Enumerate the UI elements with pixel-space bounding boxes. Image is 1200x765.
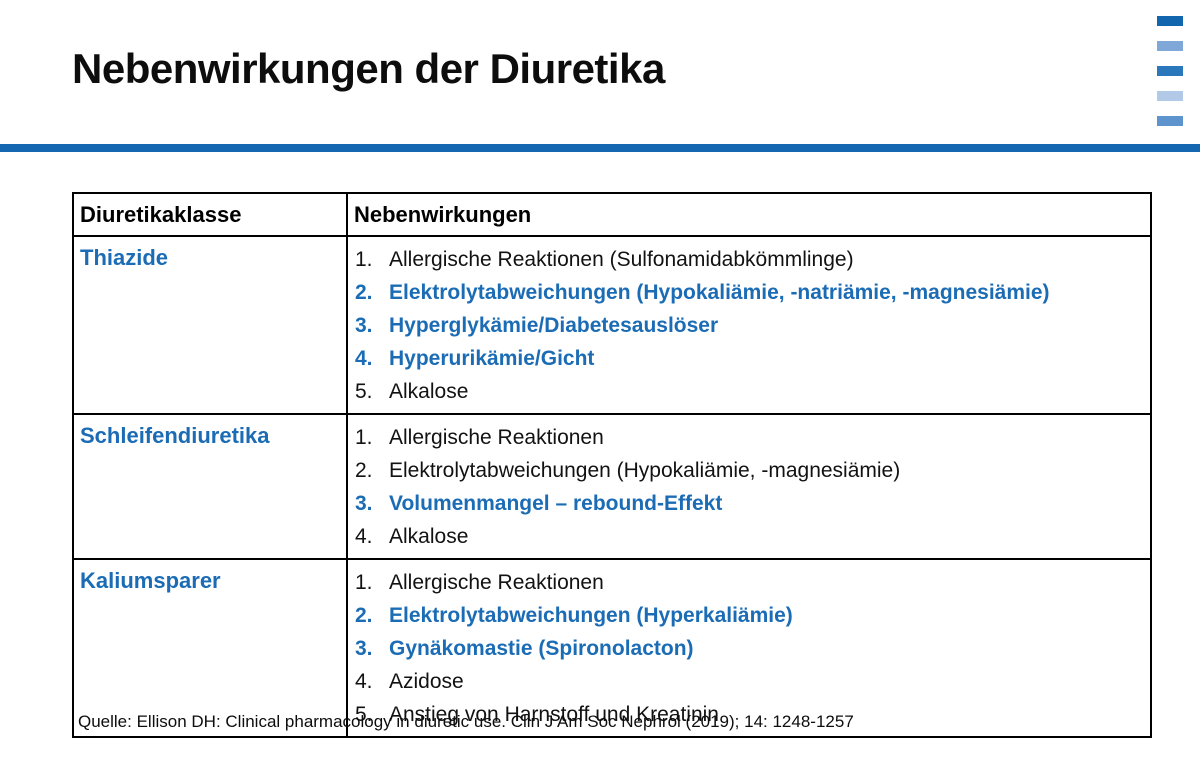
side-effect-text: Hyperglykämie/Diabetesauslöser — [389, 314, 719, 337]
side-effect-text: Allergische Reaktionen — [389, 571, 604, 594]
title-divider-rule — [0, 144, 1200, 152]
table-header-row: Diuretikaklasse Nebenwirkungen — [72, 192, 1152, 237]
side-effect-item: 5. Anstieg von Harnstoff und Kreatinin — [355, 698, 1144, 731]
side-effect-number: 3. — [355, 492, 373, 515]
side-effect-number: 5. — [355, 380, 373, 403]
table-row: Schleifendiuretika 1. Allergische Reaktion… — [72, 413, 1152, 560]
side-effects-cell: 1. Allergische Reaktionen 2. Elektrolytabwe… — [346, 413, 1152, 560]
side-effect-item: 4. Azidose — [355, 665, 1144, 698]
column-header-diuretikaklasse: Diuretikaklasse — [72, 192, 348, 237]
source-citation: Quelle: Ellison DH: Clinical pharmacolog… — [78, 712, 854, 731]
diuretic-class-cell: Schleifendiuretika — [72, 413, 348, 560]
side-effect-number: 3. — [355, 314, 373, 337]
side-effect-number: 5. — [355, 703, 373, 726]
side-effect-text: Elektrolytabweichungen (Hypokaliämie, -n… — [389, 281, 1050, 304]
table-row: Thiazide 1. Allergische Reaktionen (Sulfon… — [72, 235, 1152, 415]
side-effect-text: Gynäkomastie (Spironolacton) — [389, 637, 694, 660]
side-effect-item: 5. Alkalose — [355, 375, 1144, 408]
side-effect-number: 4. — [355, 347, 373, 370]
side-effect-text: Elektrolytabweichungen (Hyperkaliämie) — [389, 604, 793, 627]
side-effect-item: 1. Allergische Reaktionen — [355, 566, 1144, 599]
side-effect-number: 4. — [355, 525, 373, 548]
side-effect-number: 2. — [355, 281, 373, 304]
column-header-nebenwirkungen: Nebenwirkungen — [346, 192, 1152, 237]
side-effects-cell: 1. Allergische Reaktionen 2. Elektrolytabwe… — [346, 558, 1152, 738]
side-effects-table: Diuretikaklasse Nebenwirkungen Thiazide 1… — [72, 192, 1152, 738]
corner-dash — [1157, 66, 1183, 76]
side-effect-item: 2. Elektrolytabweichungen (Hyperkaliämie) — [355, 599, 1144, 632]
side-effect-text: Alkalose — [389, 525, 469, 548]
side-effect-item: 3. Hyperglykämie/Diabetesauslöser — [355, 309, 1144, 342]
side-effect-number: 1. — [355, 248, 373, 271]
side-effect-item: 2. Elektrolytabweichungen (Hypokaliämie, … — [355, 276, 1144, 309]
side-effect-text: Alkalose — [389, 380, 469, 403]
corner-dash — [1157, 16, 1183, 26]
side-effects-cell: 1. Allergische Reaktionen (Sulfonamidabkö… — [346, 235, 1152, 415]
page-title: Nebenwirkungen der Diuretika — [72, 45, 665, 92]
side-effect-item: 1. Allergische Reaktionen (Sulfonamidabkö… — [355, 243, 1144, 276]
side-effect-item: 1. Allergische Reaktionen — [355, 421, 1144, 454]
side-effect-item: 3. Gynäkomastie (Spironolacton) — [355, 632, 1144, 665]
side-effect-text: Allergische Reaktionen — [389, 426, 604, 449]
side-effect-number: 1. — [355, 426, 373, 449]
diuretic-class-cell: Kaliumsparer — [72, 558, 348, 738]
corner-dash — [1157, 91, 1183, 101]
corner-dashes-decoration — [1157, 16, 1183, 126]
side-effect-number: 4. — [355, 670, 373, 693]
side-effect-number: 2. — [355, 459, 373, 482]
side-effect-text: Volumenmangel – rebound-Effekt — [389, 492, 723, 515]
diuretic-class-cell: Thiazide — [72, 235, 348, 415]
side-effect-text: Hyperurikämie/Gicht — [389, 347, 595, 370]
side-effect-number: 2. — [355, 604, 373, 627]
corner-dash — [1157, 116, 1183, 126]
corner-dash — [1157, 41, 1183, 51]
side-effect-text: Anstieg von Harnstoff und Kreatinin — [389, 703, 719, 726]
side-effect-number: 1. — [355, 571, 373, 594]
side-effect-item: 4. Hyperurikämie/Gicht — [355, 342, 1144, 375]
side-effect-text: Elektrolytabweichungen (Hypokaliämie, -m… — [389, 459, 901, 482]
side-effect-item: 4. Alkalose — [355, 520, 1144, 553]
side-effect-number: 3. — [355, 637, 373, 660]
table-row: Kaliumsparer 1. Allergische Reaktionen 2. El… — [72, 558, 1152, 738]
side-effect-text: Allergische Reaktionen (Sulfonamidabkömm… — [389, 248, 854, 271]
side-effect-item: 2. Elektrolytabweichungen (Hypokaliämie, … — [355, 454, 1144, 487]
side-effect-item: 3. Volumenmangel – rebound-Effekt — [355, 487, 1144, 520]
side-effect-text: Azidose — [389, 670, 464, 693]
